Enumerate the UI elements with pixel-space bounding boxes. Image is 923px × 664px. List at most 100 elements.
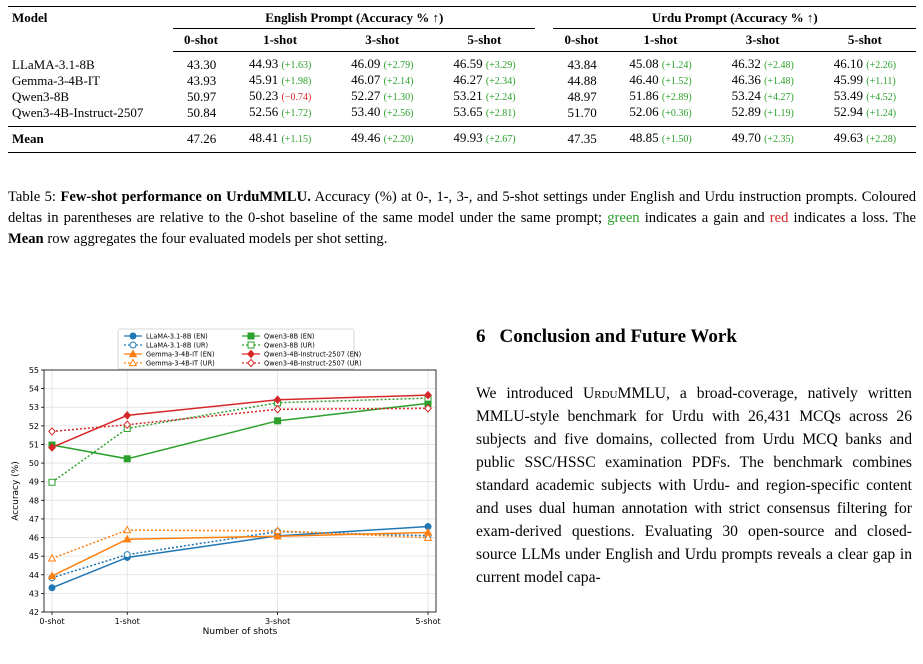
score-cell: 46.07 (+2.14)	[351, 72, 414, 88]
table-mean: Mean 47.26 48.41 (+1.15) 49.46 (+2.20) 49.93…	[8, 126, 916, 153]
legend-box	[117, 328, 355, 370]
score-cell: 52.56 (+1.72)	[248, 104, 312, 119]
legend-label: LLaMA-3.1-8B (EN)	[146, 332, 208, 340]
y-tick-label: 43	[29, 589, 39, 598]
delta: (+2.20)	[383, 134, 414, 145]
delta: (+1.30)	[383, 92, 414, 103]
delta: (+0.36)	[661, 108, 692, 119]
few-shot-line-chart: 42 43 44 45 46 47 48 49 50 51 52 53 54 55 0-shot 1-shot…	[11, 328, 441, 637]
delta: (+2.89)	[661, 92, 692, 103]
table-body: LLaMA-3.1-8B 43.30 44.93 (+1.63) 46.09 (+2.…	[8, 52, 916, 127]
delta: (+1.11)	[866, 76, 896, 87]
legend-label: Gemma-3-4B-IT (UR)	[146, 359, 215, 367]
section-number: 6	[476, 326, 486, 347]
legend-label: Qwen3-4B-Instruct-2507 (UR)	[264, 359, 362, 367]
score-cell: 51.86 (+2.89)	[629, 88, 692, 104]
score-cell: 46.59 (+3.29)	[453, 56, 516, 71]
legend-label: Gemma-3-4B-IT (EN)	[146, 350, 214, 358]
shot-header: 3-shot	[711, 28, 814, 52]
score-cell: 53.49 (+4.52)	[833, 88, 897, 104]
group-header-urdu: Urdu Prompt (Accuracy % ↑)	[553, 6, 916, 29]
delta: (+2.24)	[485, 92, 516, 103]
score-cell: 48.97	[567, 89, 597, 104]
data-point	[123, 551, 131, 559]
y-tick-label: 47	[29, 515, 39, 524]
delta: (+1.24)	[866, 108, 897, 119]
shot-header: 3-shot	[331, 28, 434, 52]
shot-header: 1-shot	[228, 28, 332, 52]
legend-label: LLaMA-3.1-8B (UR)	[146, 341, 208, 349]
caption-green-word: green	[607, 210, 640, 226]
score-cell: 43.84	[567, 57, 597, 72]
y-axis-label: Accuracy (%)	[11, 461, 21, 521]
series-line	[51, 529, 429, 560]
score-cell: 53.65 (+2.81)	[453, 104, 516, 119]
delta: (+2.48)	[764, 60, 794, 71]
y-tick-label: 44	[29, 571, 39, 580]
delta: (−0.74)	[281, 92, 312, 103]
shot-header: 5-shot	[813, 28, 916, 52]
delta: (+1.52)	[661, 76, 692, 87]
score-cell: 50.23 (−0.74)	[248, 88, 312, 104]
data-point	[273, 395, 282, 405]
table-row: Qwen3-4B-Instruct-2507 50.84 52.56 (+1.72)…	[8, 105, 916, 127]
table-row: Gemma-3-4B-IT 43.93 45.91 (+1.98) 46.07 (+2…	[8, 73, 916, 89]
delta: (+2.26)	[866, 60, 897, 71]
legend-marker	[247, 332, 255, 340]
score-cell: 48.85 (+1.50)	[609, 126, 712, 153]
data-point	[273, 404, 282, 414]
delta: (+2.81)	[485, 108, 516, 119]
legend-marker	[128, 349, 138, 358]
delta: (+1.50)	[661, 134, 692, 145]
y-tick-label: 52	[29, 422, 39, 431]
score-cell: 52.06 (+0.36)	[629, 104, 692, 119]
score-cell: 51.70	[567, 105, 597, 120]
benchmark-name: UrduMMLU	[583, 385, 667, 402]
shot-header: 0-shot	[173, 28, 229, 52]
delta: (+2.79)	[383, 60, 414, 71]
score-cell: 45.08 (+1.24)	[629, 56, 692, 71]
y-tick-label: 50	[29, 459, 39, 468]
series-line	[51, 530, 429, 579]
score-cell: 45.91 (+1.98)	[248, 72, 312, 88]
score-cell: 52.94 (+1.24)	[833, 104, 897, 119]
group-header-english: English Prompt (Accuracy % ↑)	[173, 6, 536, 29]
legend-marker	[129, 332, 137, 340]
delta: (+3.29)	[485, 60, 516, 71]
score-cell: 49.93 (+2.67)	[433, 126, 536, 153]
data-point	[48, 478, 56, 486]
y-tick-label: 55	[29, 366, 39, 375]
score-cell: 49.63 (+2.28)	[813, 126, 916, 153]
caption-label: Table 5:	[8, 189, 56, 205]
score-cell: 50.84	[187, 105, 217, 120]
data-point	[273, 531, 282, 540]
legend-marker	[247, 358, 255, 368]
score-cell: 43.30	[187, 57, 217, 72]
score-cell: 46.40 (+1.52)	[629, 72, 692, 88]
caption-title: Few-shot performance on UrduMMLU.	[60, 189, 311, 205]
data-point	[47, 553, 57, 562]
table-row: Qwen3-8B 50.97 50.23 (−0.74) 52.27 (+1.30) 5…	[8, 89, 916, 105]
shot-header: 0-shot	[553, 28, 610, 52]
legend-marker	[247, 349, 255, 359]
caption-red-word: red	[769, 210, 789, 226]
y-tick-label: 48	[29, 496, 39, 505]
score-cell: 52.27 (+1.30)	[351, 88, 414, 104]
x-tick-label: 5-shot	[415, 617, 440, 626]
data-point	[48, 427, 56, 436]
delta: (+1.63)	[281, 60, 312, 71]
score-cell: 50.97	[187, 89, 217, 104]
delta: (+2.28)	[866, 134, 897, 145]
series-line	[51, 525, 429, 589]
data-point	[274, 417, 282, 425]
score-cell: 47.35	[553, 126, 610, 153]
delta: (+2.14)	[383, 76, 414, 87]
results-table: Model English Prompt (Accuracy % ↑) Urdu…	[8, 6, 916, 153]
series-line	[51, 397, 429, 483]
shot-header: 1-shot	[609, 28, 712, 52]
model-name: Qwen3-4B-Instruct-2507	[12, 105, 144, 120]
delta: (+1.72)	[281, 108, 312, 119]
data-point	[48, 584, 56, 592]
delta: (+1.48)	[764, 76, 794, 87]
legend-label: Qwen3-4B-Instruct-2507 (EN)	[264, 350, 361, 358]
